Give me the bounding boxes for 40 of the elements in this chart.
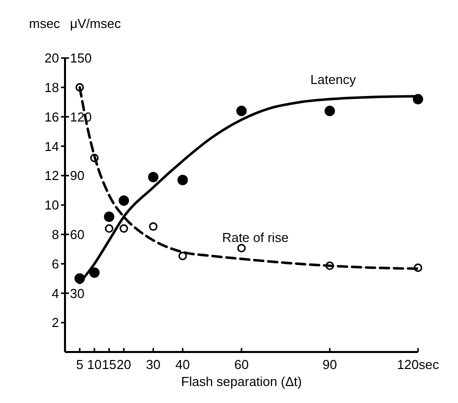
y2-axis-title: μV/msec: [70, 16, 122, 31]
point: [118, 195, 130, 206]
y-tick-label: 20: [44, 50, 59, 66]
x-tick-label: 60: [234, 357, 249, 372]
y-tick-label: 16: [44, 109, 59, 124]
x-tick-label: 15: [102, 357, 116, 372]
x-tick-label: 20: [116, 357, 132, 372]
y-axis-title: msec: [29, 16, 61, 31]
series-label: Latency: [310, 72, 356, 88]
y-tick-label: 14: [44, 138, 59, 154]
x-tick-label: 40: [175, 357, 190, 372]
point: [120, 224, 128, 233]
x-tick-label: 5: [76, 357, 84, 372]
point: [236, 106, 247, 116]
point: [104, 224, 114, 233]
x-tick-label: 90: [322, 357, 337, 372]
point: [177, 174, 188, 186]
y-tick-label: 18: [44, 80, 59, 95]
y-tick-label: 4: [52, 286, 59, 301]
point: [149, 222, 158, 231]
x-tick-label: 10: [87, 357, 102, 372]
point: [178, 252, 187, 260]
point: [324, 106, 335, 116]
point: [104, 212, 114, 222]
y-tick-label: 8: [52, 226, 59, 242]
point: [148, 172, 158, 182]
y-tick-label: 10: [44, 198, 59, 213]
x-axis-title: Flash separation (Δt): [181, 374, 302, 389]
x-tick-label: 120sec: [397, 357, 440, 372]
point: [237, 244, 246, 252]
point: [89, 267, 100, 278]
y-tick-label: 12: [44, 168, 59, 184]
series-label: Rate of rise: [222, 230, 289, 245]
y-tick-label: 2: [52, 315, 59, 330]
y2-tick-label: 60: [70, 226, 84, 242]
x-tick-label: 30: [146, 357, 160, 372]
y2-tick-label: 30: [70, 286, 84, 301]
y2-tick-label: 90: [70, 168, 84, 184]
y2-tick-label: 150: [70, 50, 92, 66]
y-tick-label: 6: [52, 256, 59, 272]
